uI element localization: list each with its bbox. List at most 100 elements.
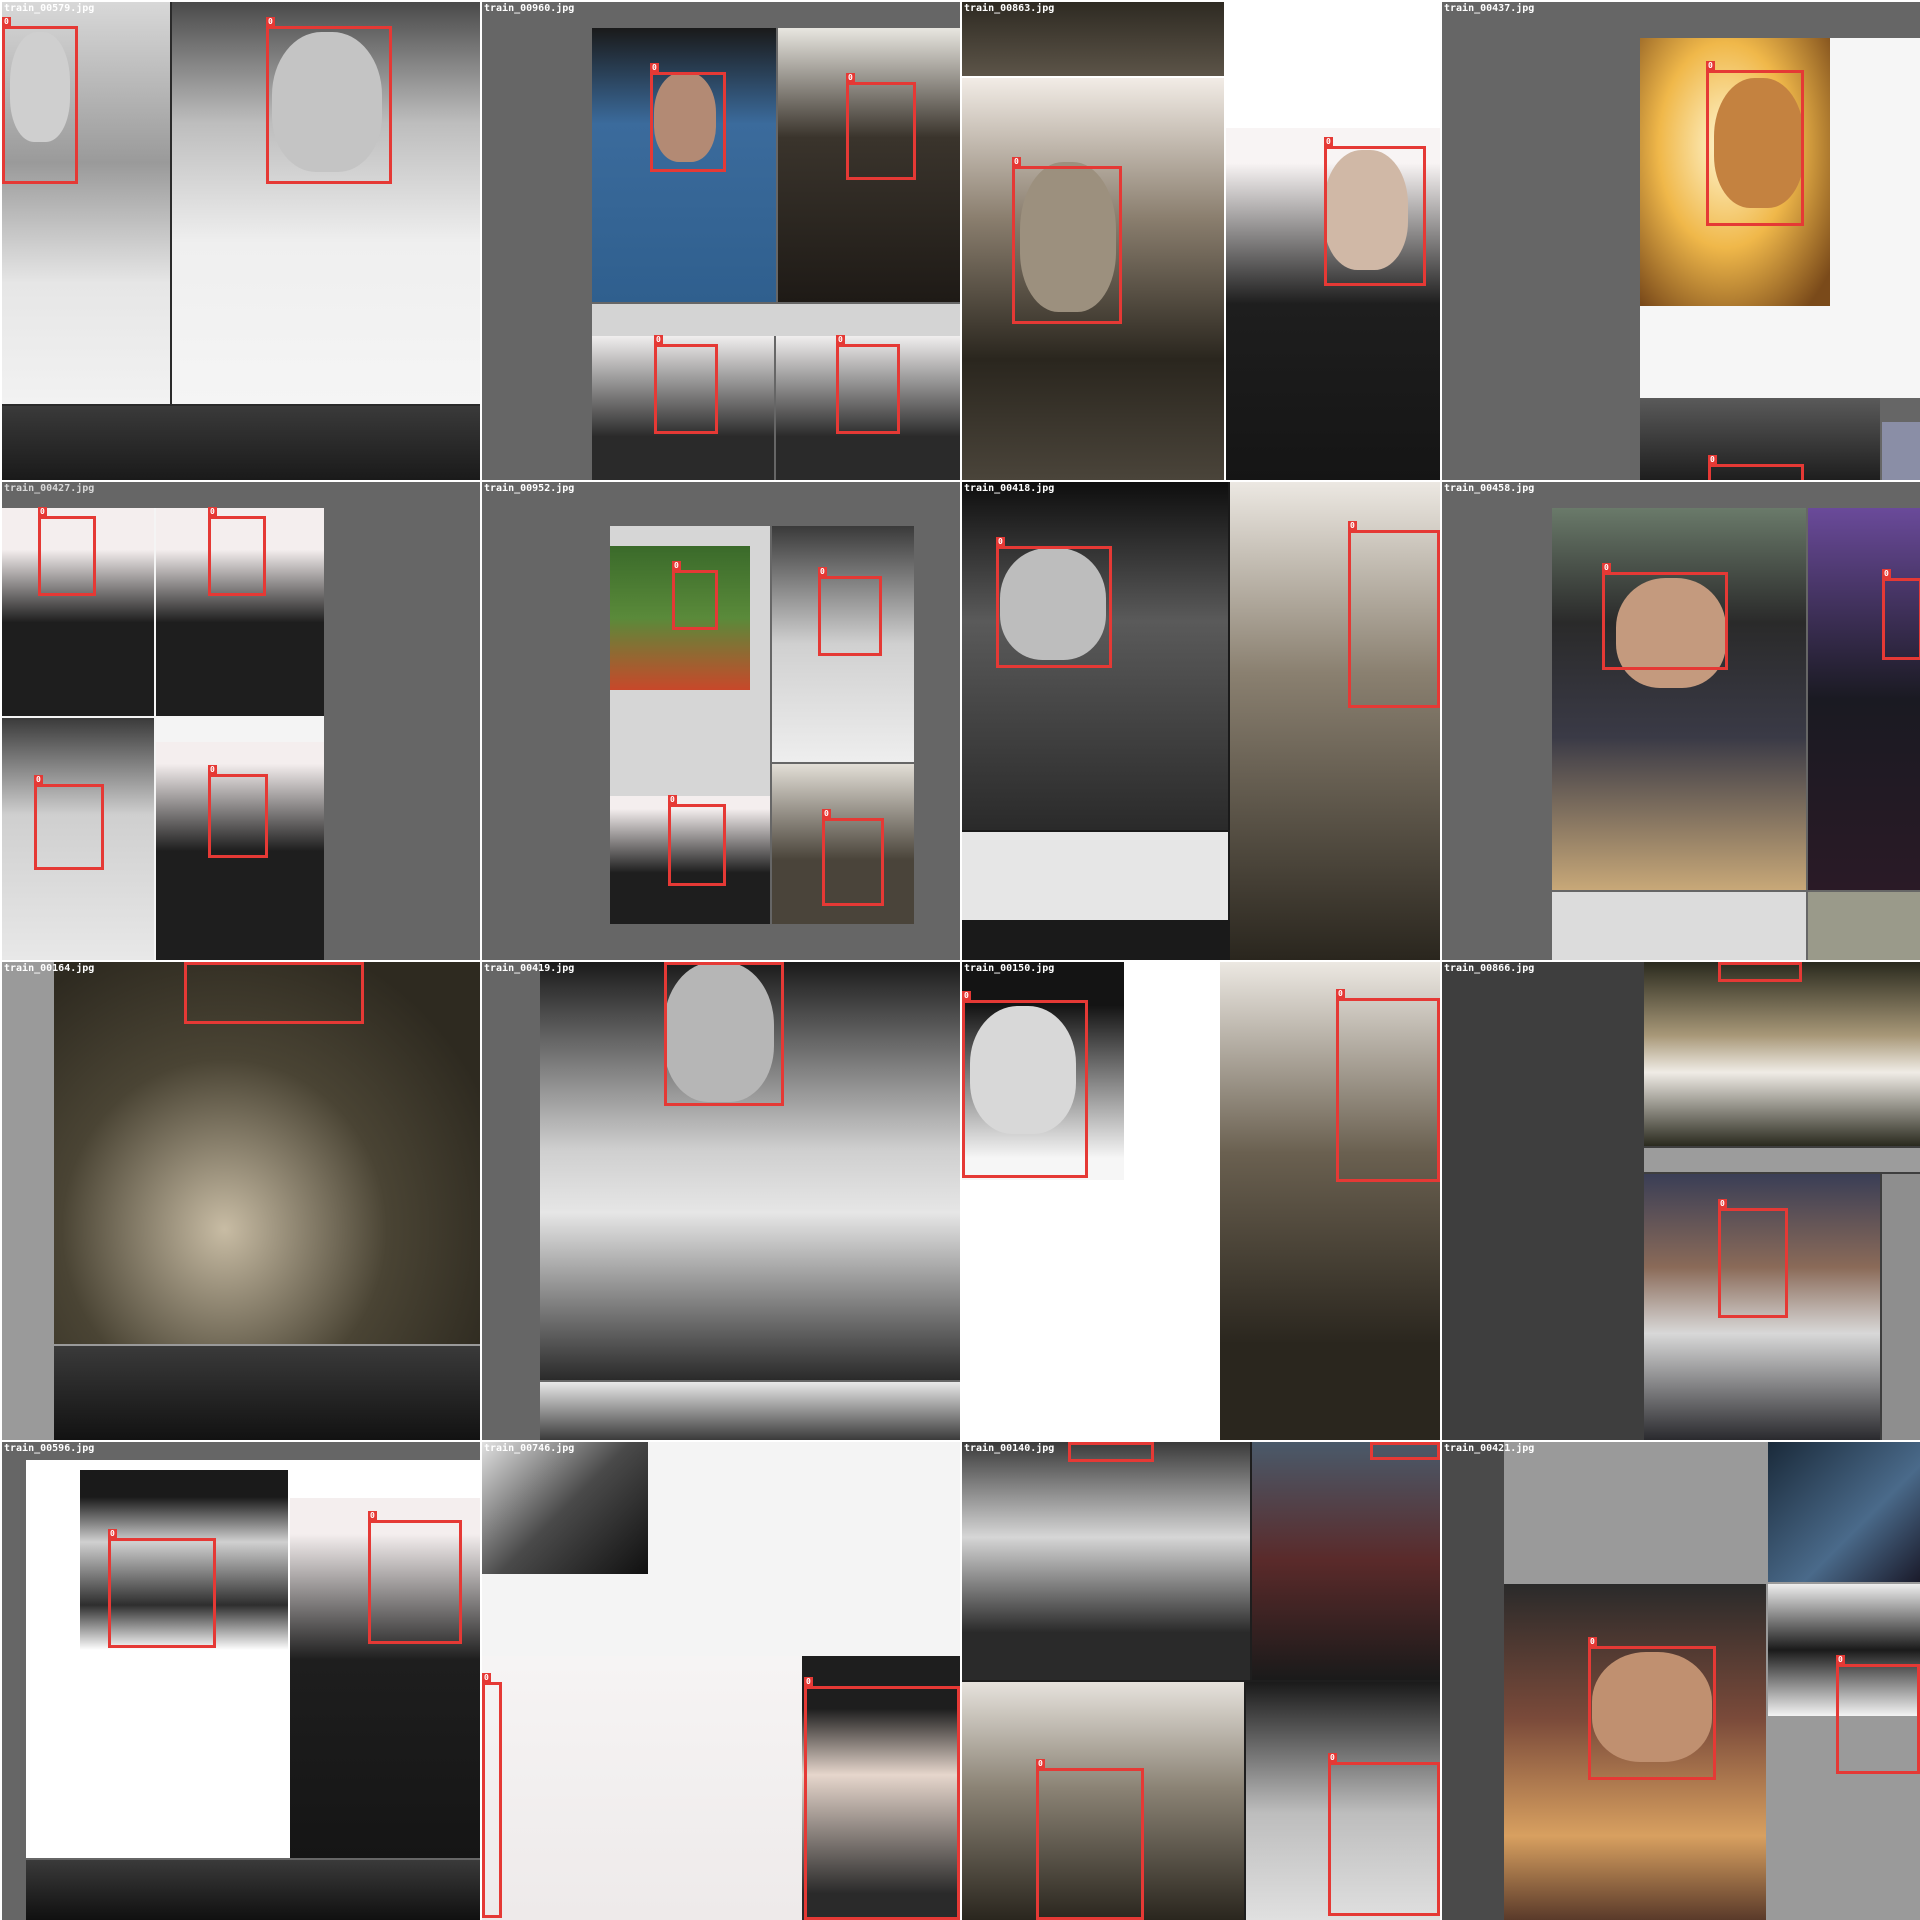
face-shape xyxy=(1000,548,1106,660)
bbox-class-label: 0 xyxy=(1882,569,1891,578)
bbox-class-label: 0 xyxy=(846,73,855,82)
bbox-class-label: 0 xyxy=(962,991,971,1000)
image-patch xyxy=(54,962,480,1344)
bbox-class-label: 0 xyxy=(1602,563,1611,572)
bbox-class-label: 0 xyxy=(818,567,827,576)
bbox-class-label: 0 xyxy=(208,507,217,516)
face-bounding-box: 0 xyxy=(822,809,884,906)
face-shape xyxy=(1592,1652,1712,1762)
bbox-class-label: 0 xyxy=(804,1677,813,1686)
image-patch xyxy=(1644,1174,1880,1440)
tile-filename: train_00746.jpg xyxy=(484,1443,575,1454)
face-bounding-box: 0 xyxy=(2,17,78,184)
bbox-class-label: 0 xyxy=(1588,1637,1597,1646)
bbox-class-label: 0 xyxy=(1708,455,1717,464)
bbox-class-label: 0 xyxy=(208,765,217,774)
mosaic-tile: 0 0 train_00596.jpg xyxy=(2,1442,480,1920)
image-patch xyxy=(772,764,914,924)
face-bounding-box: 0 xyxy=(34,775,104,870)
bbox-class-label: 0 xyxy=(672,561,681,570)
face-bounding-box: 0 xyxy=(1718,1199,1788,1318)
mosaic-tile: 0 0 train_00421.jpg xyxy=(1442,1442,1920,1920)
tile-filename: train_00437.jpg xyxy=(1444,3,1535,14)
image-patch xyxy=(290,1498,480,1858)
face-bounding-box: 0 xyxy=(668,795,726,886)
mosaic-tile: 0 0 0 0 train_00140.jpg xyxy=(962,1442,1440,1920)
mosaic-tile: 0 train_00164.jpg xyxy=(2,962,480,1440)
bbox-class-label: 0 xyxy=(266,17,275,26)
tile-filename: train_00427.jpg xyxy=(4,483,95,494)
image-patch xyxy=(482,1442,648,1574)
tile-filename: train_00596.jpg xyxy=(4,1443,95,1454)
face-shape xyxy=(664,962,774,1102)
image-patch xyxy=(1882,422,1920,480)
bbox-class-label: 0 xyxy=(1336,989,1345,998)
image-patch xyxy=(1220,962,1440,1440)
image-patch xyxy=(962,832,1228,920)
face-bounding-box: 0 xyxy=(266,17,392,184)
tile-filename: train_00150.jpg xyxy=(964,963,1055,974)
face-bounding-box: 0 xyxy=(664,962,784,1106)
face-bounding-box: 0 xyxy=(996,537,1112,668)
image-patch xyxy=(1552,508,1806,890)
image-patch xyxy=(2,406,480,480)
image-patch xyxy=(776,336,960,480)
image-patch xyxy=(962,1682,1244,1920)
bbox-class-label: 0 xyxy=(1324,137,1333,146)
image-patch xyxy=(540,1382,960,1440)
face-bounding-box: 0 xyxy=(836,335,900,434)
bbox-class-label: 0 xyxy=(836,335,845,344)
face-bounding-box: 0 xyxy=(184,962,364,1024)
bbox-class-label: 0 xyxy=(1718,1199,1727,1208)
face-shape xyxy=(1020,162,1116,312)
mosaic-tile: 0 0 0 0 train_00960.jpg xyxy=(482,2,960,480)
bbox-class-label: 0 xyxy=(668,795,677,804)
face-bounding-box: 0 xyxy=(482,1673,502,1918)
image-patch xyxy=(1808,892,1920,960)
face-bounding-box: 0 xyxy=(1328,1753,1440,1916)
face-bounding-box: 0 xyxy=(1588,1637,1716,1780)
bbox-class-label: 0 xyxy=(996,537,1005,546)
image-patch xyxy=(1808,508,1920,890)
image-patch xyxy=(592,304,960,336)
image-patch xyxy=(802,1656,960,1920)
face-bounding-box: 0 xyxy=(1602,563,1728,670)
face-shape xyxy=(970,1006,1076,1134)
image-patch xyxy=(778,28,960,302)
mosaic-tile: 0 train_00419.jpg xyxy=(482,962,960,1440)
image-patch xyxy=(1246,1682,1440,1920)
image-patch xyxy=(2,718,154,960)
bbox-class-label: 0 xyxy=(1012,157,1021,166)
image-patch xyxy=(1230,482,1440,960)
tile-filename: train_00863.jpg xyxy=(964,3,1055,14)
image-patch xyxy=(1252,1442,1440,1680)
tile-filename: train_00164.jpg xyxy=(4,963,95,974)
tile-filename: train_00952.jpg xyxy=(484,483,575,494)
bbox-class-label: 0 xyxy=(108,1529,117,1538)
face-bounding-box: 0 xyxy=(1708,455,1804,480)
face-shape xyxy=(1324,150,1408,270)
image-patch xyxy=(962,482,1228,830)
mosaic-tile: 0 0 train_00150.jpg xyxy=(962,962,1440,1440)
bbox-class-label: 0 xyxy=(1836,1655,1845,1664)
image-patch xyxy=(772,526,914,762)
image-patch xyxy=(1552,892,1806,960)
face-bounding-box: 0 xyxy=(818,567,882,656)
image-patch xyxy=(1644,962,1920,1146)
tile-filename: train_00421.jpg xyxy=(1444,1443,1535,1454)
tile-filename: train_00418.jpg xyxy=(964,483,1055,494)
tile-filename: train_00458.jpg xyxy=(1444,483,1535,494)
bbox-class-label: 0 xyxy=(38,507,47,516)
image-patch xyxy=(962,1442,1250,1680)
face-shape xyxy=(10,32,70,142)
mosaic-tile: 0 0 train_00746.jpg xyxy=(482,1442,960,1920)
bbox-class-label: 0 xyxy=(34,775,43,784)
tile-filename: train_00419.jpg xyxy=(484,963,575,974)
image-patch xyxy=(1768,1442,1920,1582)
face-bounding-box: 0 xyxy=(1706,61,1804,226)
image-patch xyxy=(156,508,324,716)
image-patch xyxy=(26,1860,480,1920)
mosaic-tile: 0 0 train_00866.jpg xyxy=(1442,962,1920,1440)
face-bounding-box: 0 xyxy=(1348,521,1440,708)
face-bounding-box: 0 xyxy=(962,991,1088,1178)
